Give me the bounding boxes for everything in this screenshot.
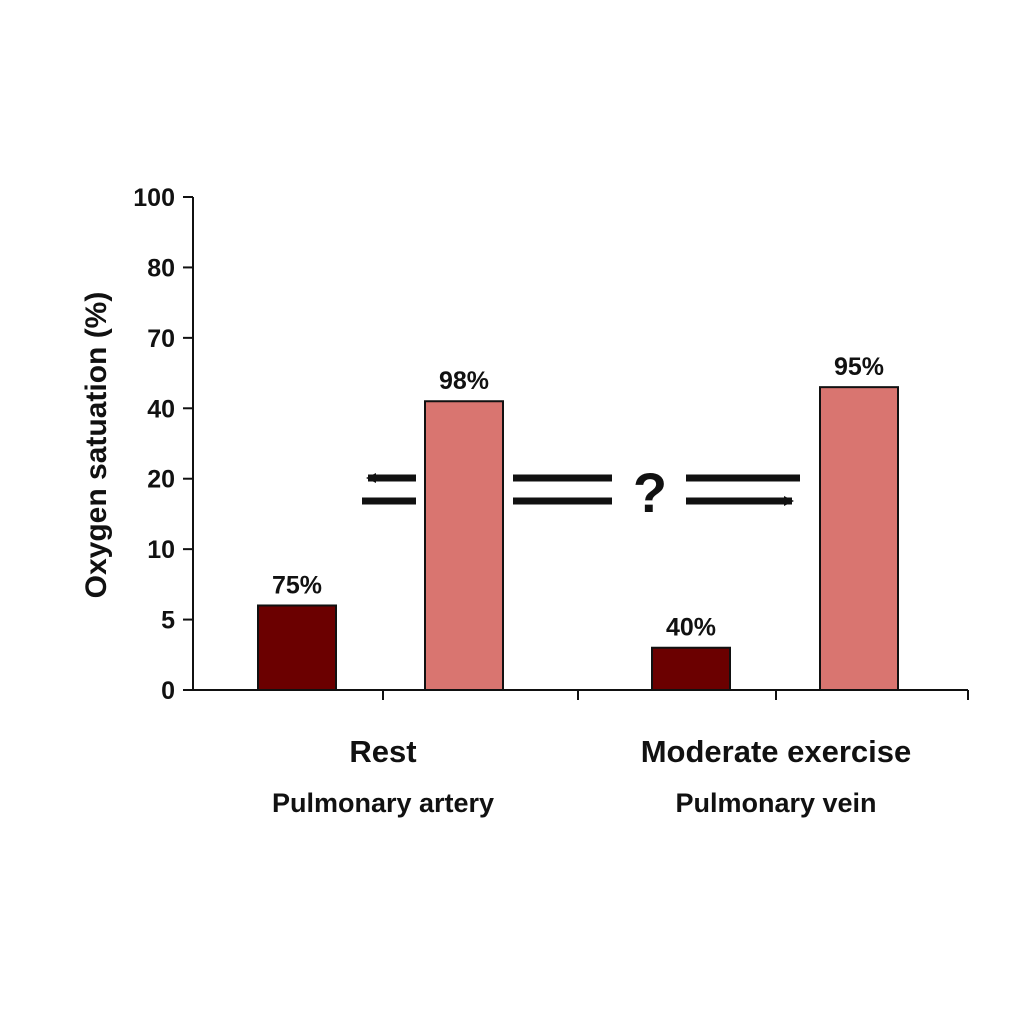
y-tick-label: 40 (147, 395, 175, 423)
arrow-annotation: ? (362, 461, 800, 524)
y-ticks: 100 80 70 40 20 10 5 0 (133, 184, 193, 705)
question-mark: ? (633, 461, 667, 524)
y-axis-label: Oxygen satuation (%) (80, 292, 113, 599)
sub-label-pulmonary-artery: Pulmonary artery (272, 788, 494, 818)
sub-label-pulmonary-vein: Pulmonary vein (675, 788, 876, 818)
bar-value-label: 95% (834, 353, 884, 381)
bar-value-label: 98% (439, 367, 489, 395)
x-ticks (382, 690, 969, 700)
y-tick-label: 100 (133, 184, 175, 212)
y-tick-label: 70 (147, 325, 175, 353)
bar (651, 646, 731, 691)
bar-value-label: 75% (272, 571, 322, 599)
y-tick-label: 20 (147, 466, 175, 494)
bar (257, 604, 337, 691)
bar-value-label: 40% (666, 614, 716, 642)
y-tick-label: 5 (161, 607, 175, 635)
category-label-rest: Rest (349, 734, 416, 769)
bar-labels: 75% 98% 40% 95% (272, 353, 884, 642)
bars (257, 386, 899, 691)
y-tick-label: 10 (147, 536, 175, 564)
y-tick-label: 0 (161, 677, 175, 705)
bar (424, 400, 504, 691)
bar (819, 386, 899, 691)
y-tick-label: 80 (147, 254, 175, 282)
category-label-moderate-exercise: Moderate exercise (641, 734, 912, 769)
